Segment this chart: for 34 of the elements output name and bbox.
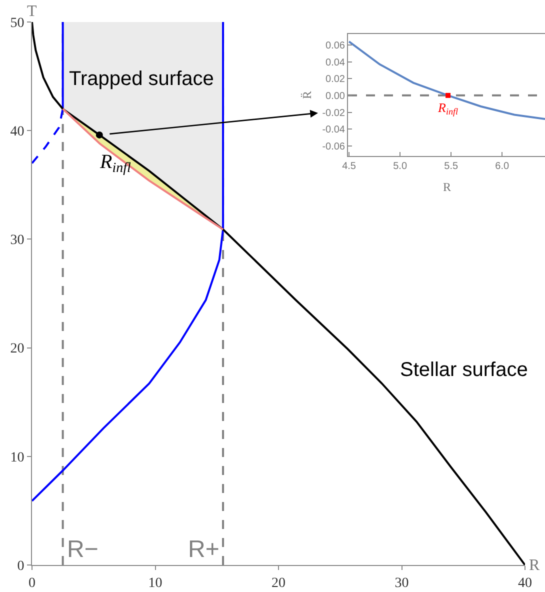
x-tick-label: 5.5	[444, 161, 458, 172]
annotation: R$_{infl}$	[437, 100, 459, 117]
x-tick-label: 30	[394, 576, 409, 591]
line-series	[348, 40, 545, 120]
y-tick-label: 0.00	[326, 90, 346, 102]
y-tick-label: 0.06	[326, 40, 346, 52]
annotation: Stellar surface	[400, 359, 528, 381]
x-tick-label: 4.5	[342, 161, 356, 172]
line-series	[32, 22, 224, 502]
ref-line-label: R+	[188, 536, 220, 563]
y-tick-label: 10	[10, 450, 24, 466]
y-tick-label: -0.06	[322, 141, 346, 152]
x-axis-title: R	[443, 180, 452, 194]
y-tick-label: 50	[10, 16, 24, 31]
x-tick-label: 6.0	[495, 161, 510, 172]
x-tick-label: 10	[148, 576, 162, 591]
x-tick-label: 40	[518, 576, 532, 591]
y-tick-label: -0.04	[322, 124, 346, 136]
y-axis-title: T	[27, 3, 37, 20]
y-tick-label: 0	[17, 558, 24, 574]
y-tick-label: 30	[10, 233, 24, 248]
x-tick-label: 20	[272, 576, 286, 591]
y-axis-title: R̈	[300, 90, 314, 99]
y-tick-label: 0.02	[326, 74, 346, 86]
y-tick-label: 40	[10, 124, 24, 140]
x-tick-label: 5.0	[393, 161, 408, 172]
y-tick-label: -0.02	[322, 108, 346, 119]
x-tick-label: 0	[28, 576, 36, 591]
x-axis-title: R	[529, 557, 540, 574]
y-tick-label: 0.04	[326, 57, 346, 68]
annotation: Trapped surface	[69, 68, 214, 90]
annotation: R$_{infl}$	[99, 151, 131, 176]
ref-line-label: R−	[67, 536, 98, 563]
y-tick-label: 20	[10, 342, 24, 357]
